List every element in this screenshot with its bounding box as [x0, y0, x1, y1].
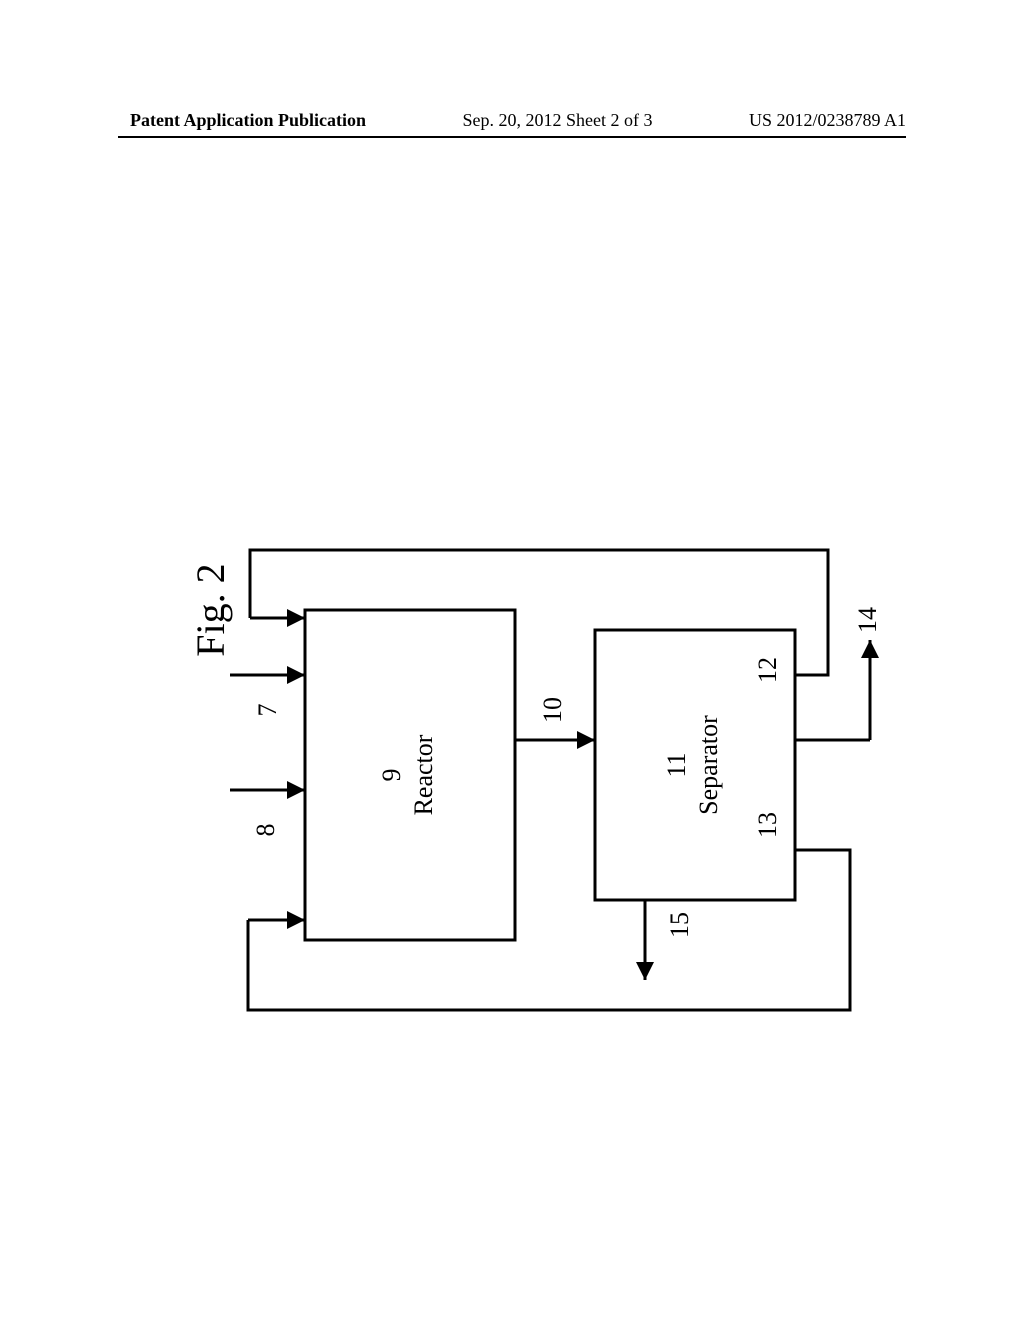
page-header: Patent Application Publication Sep. 20, … [0, 110, 1024, 131]
svg-text:11: 11 [662, 752, 691, 777]
svg-text:8: 8 [251, 824, 280, 837]
svg-text:12: 12 [753, 657, 782, 683]
svg-text:Reactor: Reactor [409, 734, 438, 815]
figure-area: Fig. 2 9Reactor 11Separator 7 8 10 15 14 12 13 [0, 170, 1024, 1270]
svg-text:7: 7 [253, 704, 282, 717]
svg-text:10: 10 [538, 697, 567, 723]
figure-svg: Fig. 2 9Reactor 11Separator 7 8 10 15 14 12 13 [0, 170, 1024, 1270]
svg-text:15: 15 [665, 912, 694, 938]
svg-text:13: 13 [753, 812, 782, 838]
svg-text:Fig. 2: Fig. 2 [188, 563, 233, 656]
svg-text:Separator: Separator [694, 715, 723, 815]
svg-text:14: 14 [853, 607, 882, 633]
header-center: Sep. 20, 2012 Sheet 2 of 3 [463, 110, 653, 131]
header-left: Patent Application Publication [130, 110, 366, 131]
header-divider [118, 136, 906, 138]
header-right: US 2012/0238789 A1 [749, 110, 906, 131]
svg-text:9: 9 [377, 769, 406, 782]
